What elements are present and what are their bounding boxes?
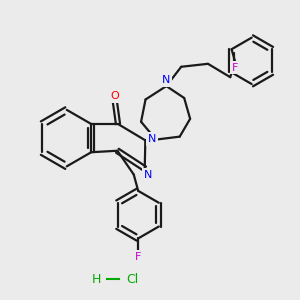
- Text: F: F: [135, 252, 141, 262]
- Text: Cl: Cl: [126, 273, 138, 286]
- Text: N: N: [148, 134, 156, 144]
- Text: F: F: [232, 63, 238, 73]
- Text: N: N: [162, 75, 170, 85]
- Text: N: N: [144, 170, 152, 180]
- Text: H: H: [92, 273, 101, 286]
- Text: O: O: [110, 91, 119, 101]
